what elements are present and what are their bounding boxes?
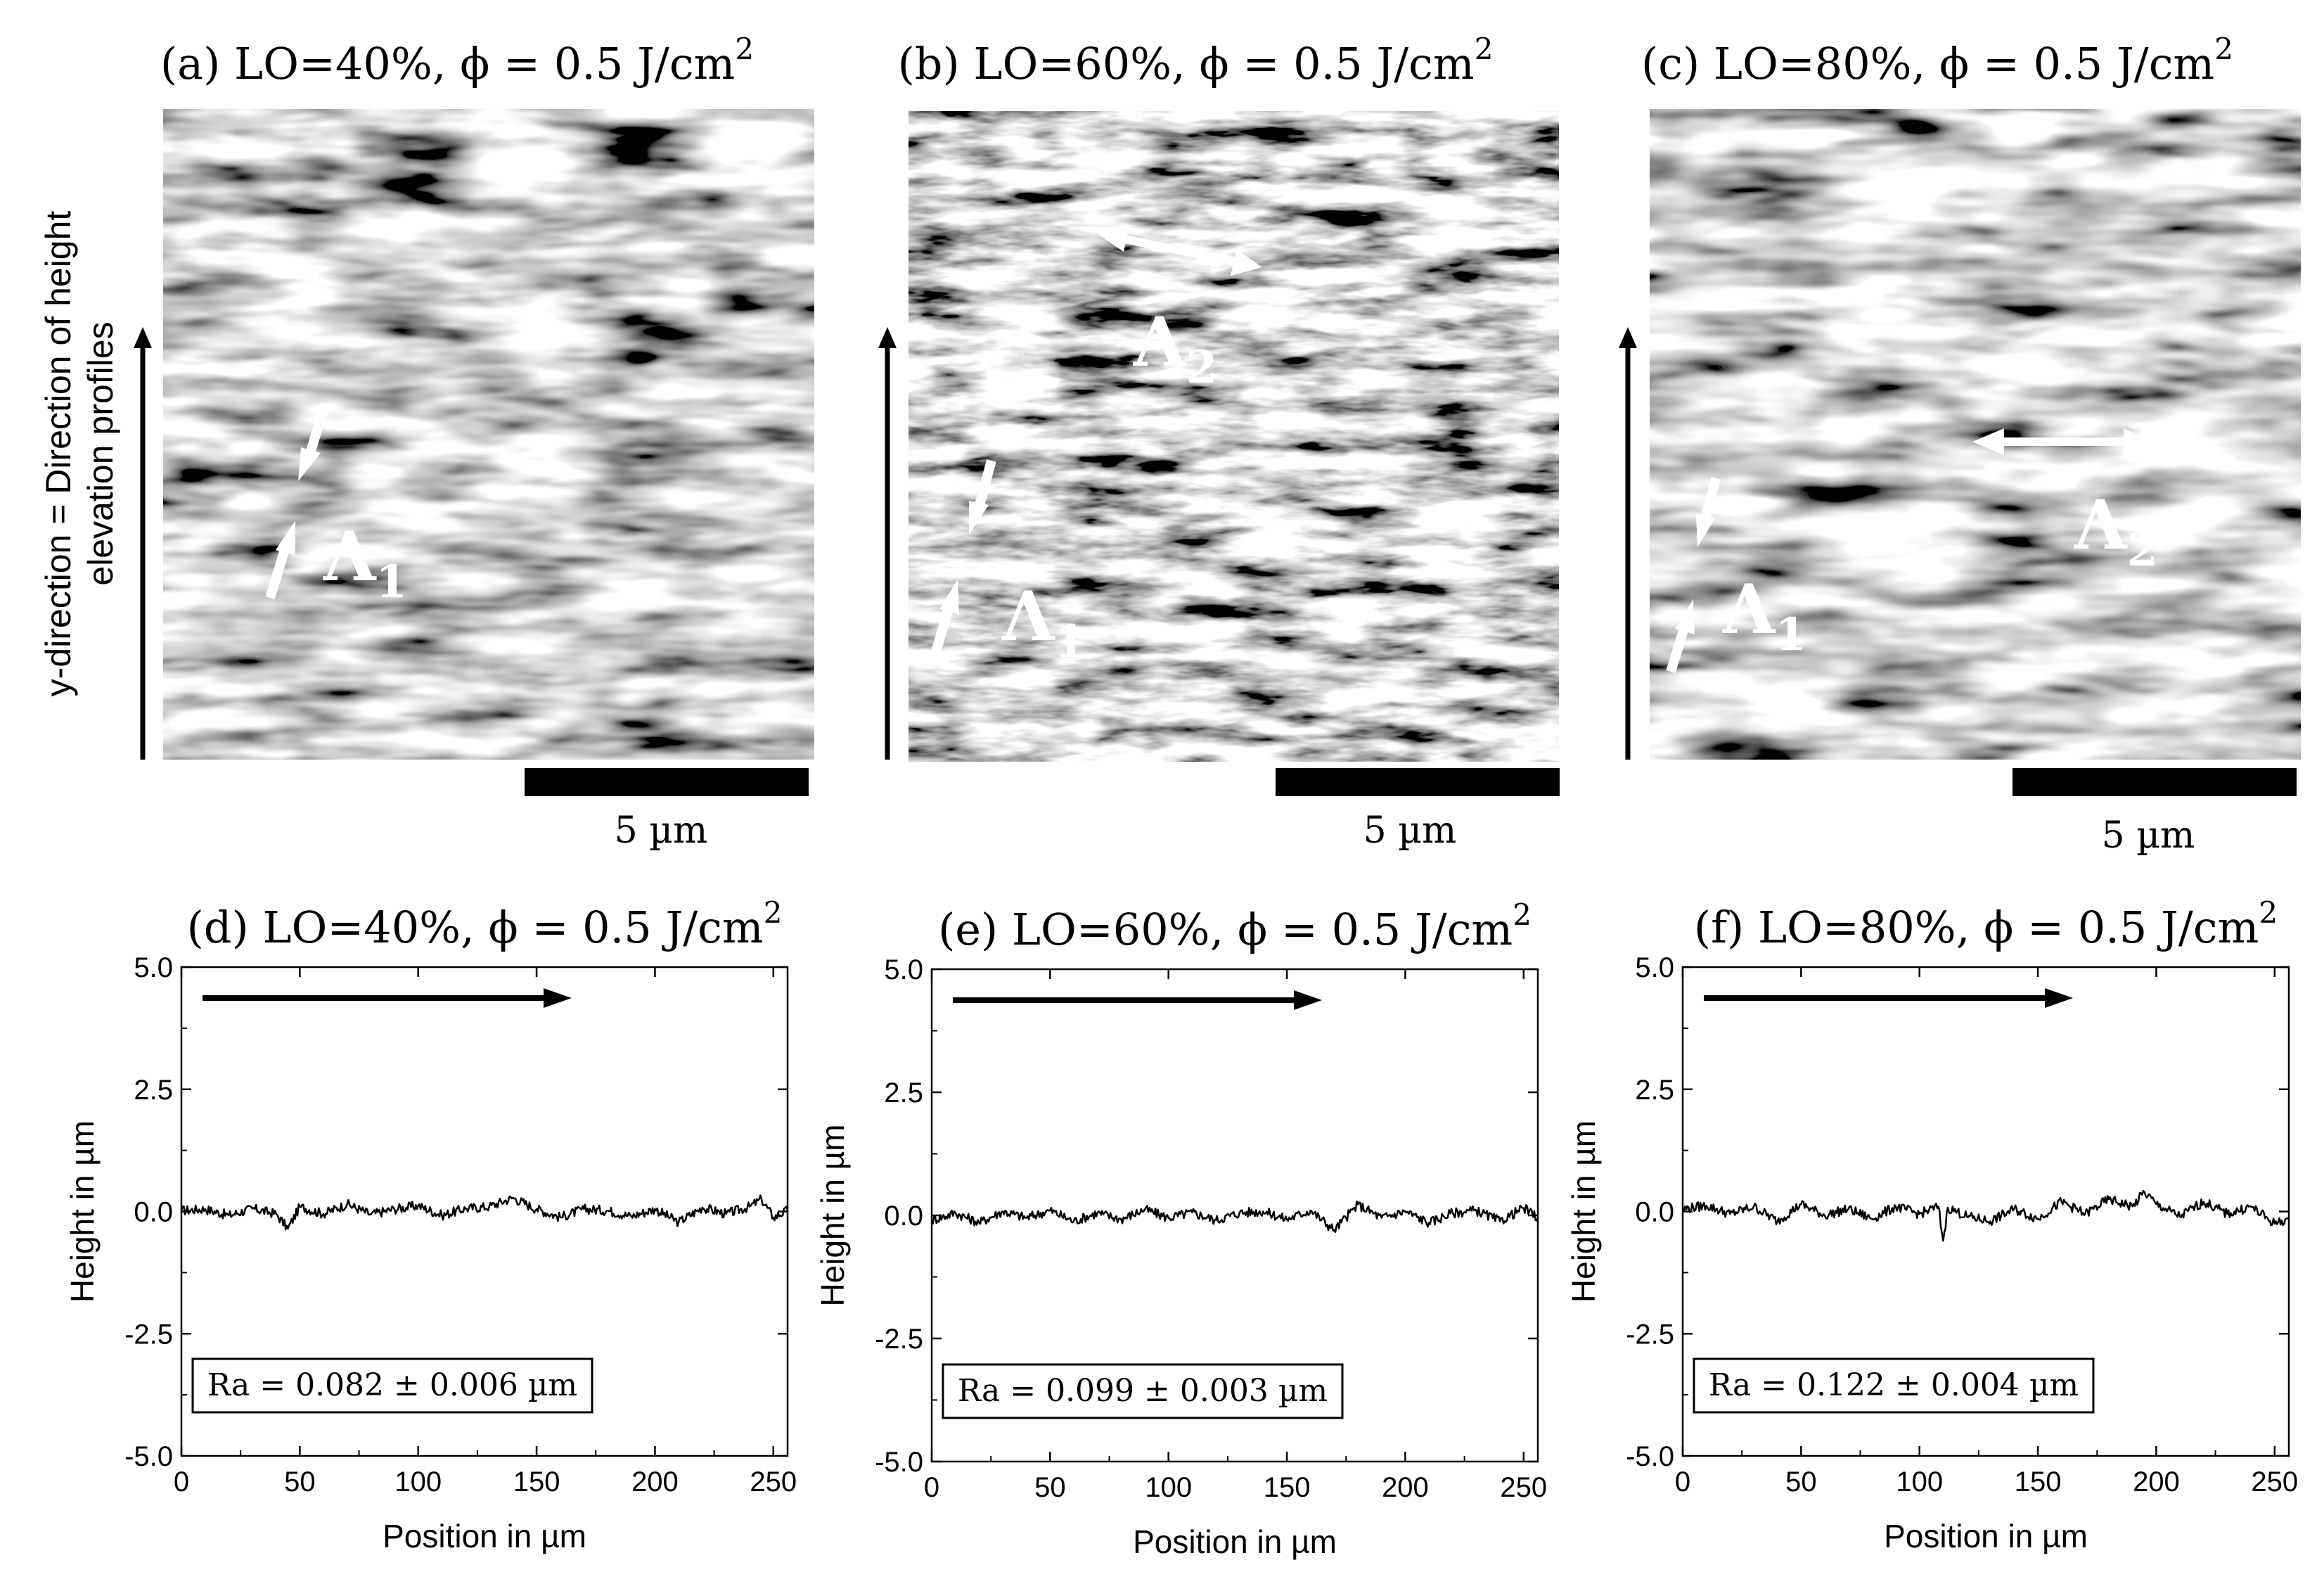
lambda1-arrows-b xyxy=(930,459,996,656)
x-tick-label-d: 200 xyxy=(631,1466,679,1497)
side-axis-arrow-head xyxy=(134,327,152,348)
y-tick-label-e: 2.5 xyxy=(884,1078,923,1108)
y-tick-label-e: 0.0 xyxy=(884,1201,923,1232)
x-tick-label-e: 100 xyxy=(1145,1472,1192,1503)
sem-image-b xyxy=(909,111,1559,762)
x-tick-label-f: 100 xyxy=(1896,1466,1943,1497)
y-axis-label-d: Height in µm xyxy=(64,1120,101,1303)
y-tick-label-e: 5.0 xyxy=(884,954,923,985)
x-tick-label-e: 150 xyxy=(1264,1472,1311,1503)
panel-tag-a: (a) LO=40%, ϕ = 0.5 J/cm2 xyxy=(160,32,754,89)
side-arrow-b-head xyxy=(878,327,897,348)
panel-tag-c: (c) LO=80%, ϕ = 0.5 J/cm2 xyxy=(1641,32,2233,89)
chart-e: (e) LO=60%, ϕ = 0.5 J/cm2 5.0 2.5 0.0 -2.5 -5… xyxy=(814,897,1547,1560)
x-tick-label-d: 0 xyxy=(174,1466,189,1497)
y-axis-label-f: Height in µm xyxy=(1565,1120,1602,1303)
x-tick-label-f: 0 xyxy=(1675,1466,1690,1497)
lambda1-label-c: Λ1 xyxy=(1722,570,1806,661)
chart-title-e: (e) LO=60%, ϕ = 0.5 J/cm2 xyxy=(938,897,1532,955)
x-tick-label-d: 50 xyxy=(284,1466,316,1497)
ra-annotation-e: Ra = 0.099 ± 0.003 µm xyxy=(958,1373,1328,1409)
x-axis-label-f: Position in µm xyxy=(1884,1518,2088,1554)
x-tick-label-e: 250 xyxy=(1500,1472,1547,1503)
direction-arrow-head-d xyxy=(544,988,572,1008)
x-tick-label-d: 100 xyxy=(394,1466,442,1497)
height-profile-e xyxy=(930,1200,1539,1233)
x-tick-label-e: 50 xyxy=(1034,1472,1066,1503)
sem-image-c xyxy=(1650,109,2301,760)
scale-label-a: 5 µm xyxy=(615,810,708,852)
x-tick-label-f: 150 xyxy=(2015,1466,2062,1497)
x-tick-label-f: 250 xyxy=(2251,1466,2298,1497)
x-tick-label-f: 50 xyxy=(1785,1466,1817,1497)
height-profile-d xyxy=(180,1194,789,1231)
y-tick-label-f: 5.0 xyxy=(1635,952,1674,983)
lambda1-label-a: Λ1 xyxy=(323,517,407,608)
side-axis-label-line2: elevation profiles xyxy=(81,321,120,585)
y-tick-label-e: -5.0 xyxy=(875,1447,923,1478)
y-tick-label-d: 0.0 xyxy=(134,1197,173,1228)
chart-d: (d) LO=40%, ϕ = 0.5 J/cm2 5.0 2.5 0.0 -2.5 -5… xyxy=(64,895,797,1554)
lambda2-arrow-c xyxy=(1972,428,2155,455)
side-axis: y-direction = Direction of height elevat… xyxy=(39,211,152,760)
x-tick-label-d: 150 xyxy=(513,1466,560,1497)
ra-annotation-d: Ra = 0.082 ± 0.006 µm xyxy=(207,1367,577,1403)
ra-box-e xyxy=(942,1363,1344,1419)
lambda2-label-c: Λ2 xyxy=(2074,485,2158,577)
panel-tag-b: (b) LO=60%, ϕ = 0.5 J/cm2 xyxy=(898,32,1494,89)
sem-panel-a: (a) LO=40%, ϕ = 0.5 J/cm2 5 µm Λ1 xyxy=(160,32,814,852)
chart-title-f: (f) LO=80%, ϕ = 0.5 J/cm2 xyxy=(1694,895,2278,953)
side-arrow-c-head xyxy=(1619,327,1637,348)
sem-panel-c: (c) LO=80%, ϕ = 0.5 J/cm2 5 µm Λ2 Λ1 xyxy=(1619,32,2301,857)
y-tick-label-f: -5.0 xyxy=(1626,1441,1674,1472)
x-tick-label-e: 200 xyxy=(1382,1472,1429,1503)
scale-bar-b xyxy=(1276,768,1560,796)
sem-panel-b: (b) LO=60%, ϕ = 0.5 J/cm2 5 µm Λ2 Λ1 xyxy=(878,32,1560,852)
x-tick-label-d: 250 xyxy=(750,1466,797,1497)
x-tick-label-e: 0 xyxy=(924,1472,939,1503)
y-tick-label-e: -2.5 xyxy=(875,1324,923,1355)
ra-box-d xyxy=(191,1357,593,1414)
lambda2-label-b: Λ2 xyxy=(1133,302,1217,394)
y-tick-label-d: 5.0 xyxy=(134,952,173,983)
y-tick-label-d: -5.0 xyxy=(124,1441,173,1472)
sem-image-a xyxy=(163,109,814,760)
lambda1-label-b: Λ1 xyxy=(1001,577,1086,668)
lambda2-arrow-b xyxy=(1097,225,1262,276)
x-axis-label-e: Position in µm xyxy=(1133,1523,1337,1560)
x-tick-label-f: 200 xyxy=(2133,1466,2180,1497)
scale-bar-c xyxy=(2012,768,2297,796)
y-tick-label-d: 2.5 xyxy=(134,1075,173,1106)
scale-label-c: 5 µm xyxy=(2102,814,2195,857)
direction-arrow-head-f xyxy=(2045,988,2073,1008)
chart-f: (f) LO=80%, ϕ = 0.5 J/cm2 5.0 2.5 0.0 -2.5 -5… xyxy=(1565,895,2298,1554)
ra-box-f xyxy=(1693,1357,2095,1414)
side-axis-label-line1: y-direction = Direction of height xyxy=(39,211,78,697)
y-tick-label-d: -2.5 xyxy=(124,1319,173,1350)
y-tick-label-f: -2.5 xyxy=(1626,1319,1674,1350)
lambda1-arrows-a xyxy=(265,402,330,600)
y-tick-label-f: 2.5 xyxy=(1635,1075,1674,1106)
y-tick-label-f: 0.0 xyxy=(1635,1197,1674,1228)
y-axis-label-e: Height in µm xyxy=(814,1124,851,1306)
chart-title-d: (d) LO=40%, ϕ = 0.5 J/cm2 xyxy=(187,895,783,953)
x-axis-label-d: Position in µm xyxy=(383,1518,586,1554)
scale-label-b: 5 µm xyxy=(1363,810,1457,852)
direction-arrow-head-e xyxy=(1294,990,1322,1010)
height-profile-f xyxy=(1682,1189,2290,1242)
scale-bar-a xyxy=(525,768,809,796)
lambda1-arrows-c xyxy=(1666,477,1721,674)
ra-annotation-f: Ra = 0.122 ± 0.004 µm xyxy=(1709,1367,2079,1403)
